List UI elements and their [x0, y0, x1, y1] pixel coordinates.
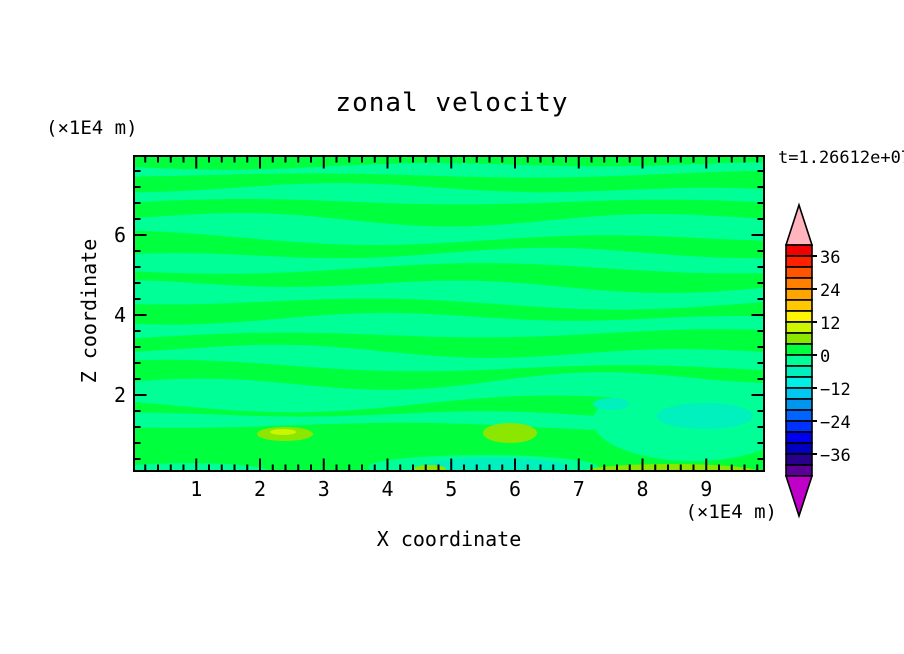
colorbar-segment: [785, 288, 813, 301]
x-tick-label: 9: [700, 477, 713, 501]
contour-band-neg: [134, 213, 764, 245]
contour-band-neg: [134, 280, 764, 310]
plot-title: zonal velocity: [335, 88, 569, 118]
colorbar-segment: [785, 398, 813, 411]
x-tick-label: 3: [317, 477, 330, 501]
turquoise-blob-small: [593, 398, 629, 410]
colorbar-segment: [785, 244, 813, 257]
colorbar-segment: [785, 266, 813, 279]
z-tick-label: 2: [113, 383, 126, 407]
contour-band-neg: [134, 183, 764, 205]
colorbar-segment: [785, 343, 813, 356]
z-tick-label: 6: [113, 223, 126, 247]
colorbar-segment: [785, 321, 813, 334]
contour-field: [133, 155, 765, 472]
x-tick-label: 7: [572, 477, 585, 501]
contour-band-neg: [134, 247, 764, 274]
time-annotation: t=1.26612e+07: [778, 148, 904, 168]
colorbar-arrow-bottom: [784, 475, 814, 519]
colorbar-segment: [785, 387, 813, 400]
x-tick-label: 4: [381, 477, 394, 501]
colorbar-label: 12: [820, 314, 841, 334]
contour-band-neg: [134, 162, 764, 178]
colorbar-segment: [785, 299, 813, 312]
colorbar-label: 0: [820, 347, 831, 367]
colorbar-label: −24: [820, 413, 851, 433]
turquoise-bottom-strip: [420, 458, 570, 471]
colorbar-label: 24: [820, 281, 841, 301]
x-tick-label: 5: [445, 477, 458, 501]
colorbar-segment: [785, 376, 813, 389]
colorbar-segment: [785, 420, 813, 433]
colorbar-segment: [785, 409, 813, 422]
colorbar-segment: [785, 431, 813, 444]
x-tick-label: 8: [636, 477, 649, 501]
colorbar-segment: [785, 310, 813, 323]
colorbar: [783, 202, 819, 522]
contour-band-neg: [134, 372, 764, 413]
colorbar-label: −12: [820, 380, 851, 400]
x-tick-label: 1: [190, 477, 203, 501]
turquoise-blob-large: [657, 403, 753, 429]
z-tick-label: 4: [113, 303, 126, 327]
contour-band-neg: [134, 344, 764, 372]
colorbar-segment: [785, 464, 813, 477]
x-axis-title: X coordinate: [376, 527, 522, 551]
colorbar-svg: [784, 202, 817, 519]
colorbar-segment: [785, 453, 813, 466]
z-axis-unit-label: (×1E4 m): [46, 117, 138, 139]
axis-ticks: [134, 156, 764, 471]
contour-band-neg: [134, 312, 764, 339]
colorbar-segment: [785, 255, 813, 268]
contour-plot: [133, 155, 765, 472]
colorbar-segment: [785, 332, 813, 345]
chartreuse-blob-left-core: [270, 429, 296, 435]
chartreuse-bottom-right-band: [584, 464, 758, 471]
chartreuse-blob-mid: [483, 423, 537, 443]
x-tick-label: 2: [253, 477, 267, 501]
colorbar-segment: [785, 365, 813, 378]
colorbar-arrow-top: [784, 202, 814, 246]
colorbar-segment: [785, 354, 813, 367]
plot-frame: [133, 155, 765, 472]
colorbar-label: 36: [820, 248, 841, 268]
spring-bottom-left-strip: [134, 463, 271, 471]
colorbar-segment: [785, 442, 813, 455]
colorbar-segment: [785, 277, 813, 290]
x-tick-label: 6: [508, 477, 522, 501]
colorbar-label: −36: [820, 446, 851, 466]
x-axis-unit-label: (×1E4 m): [685, 501, 777, 523]
